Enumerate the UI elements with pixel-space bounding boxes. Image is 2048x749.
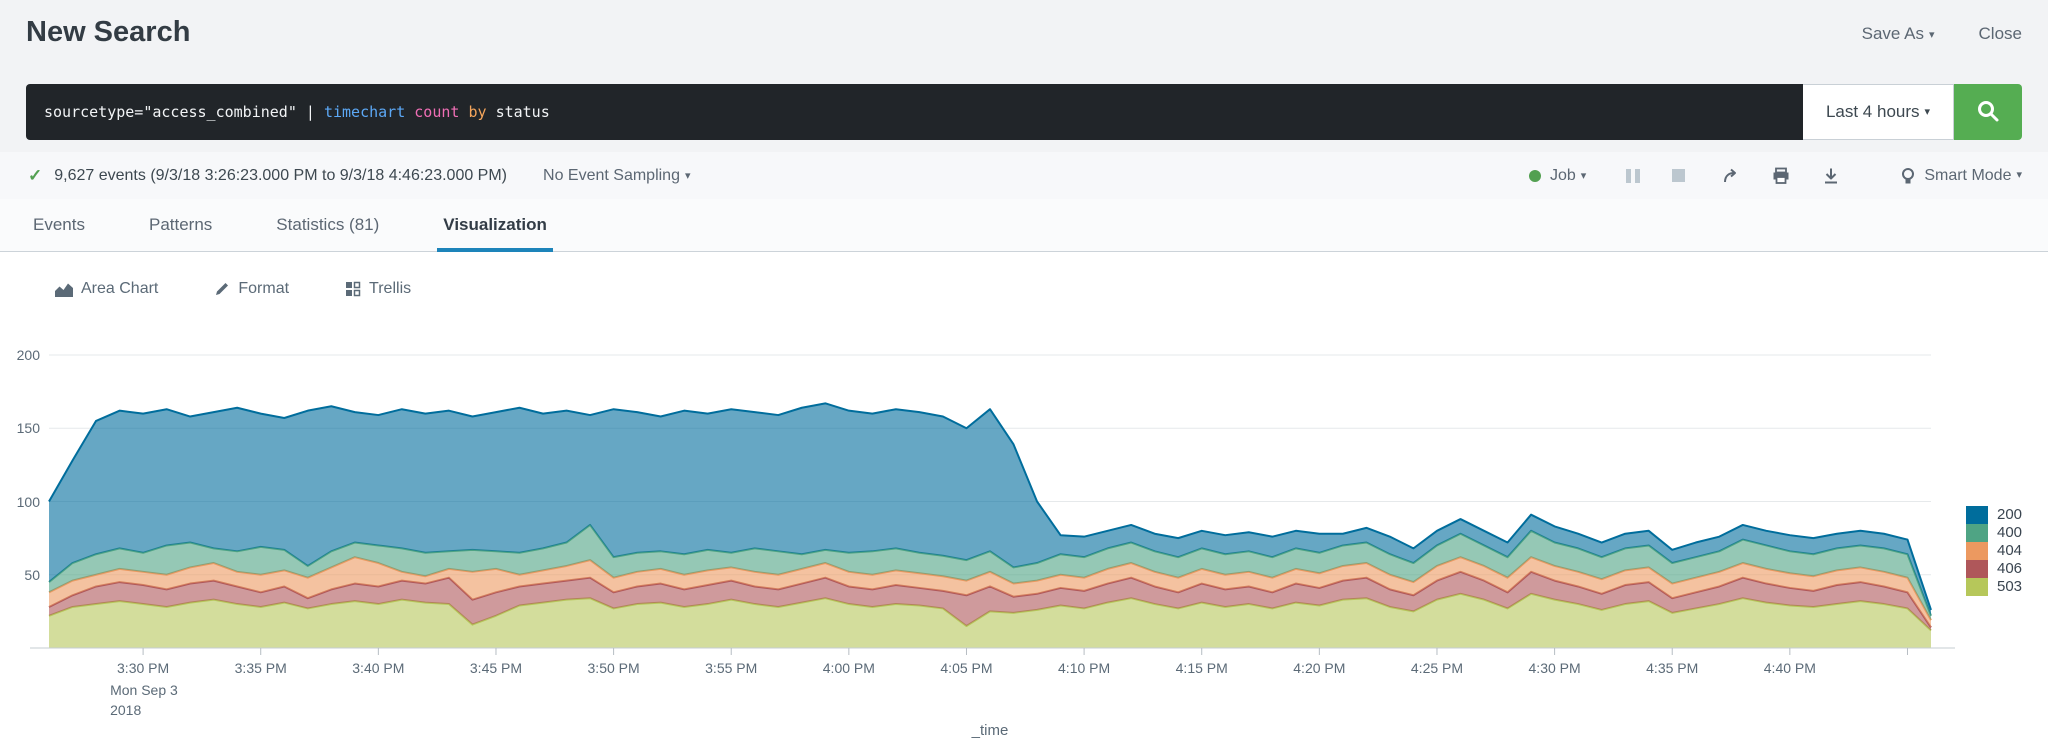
legend-swatch [1966, 560, 1988, 578]
caret-down-icon: ▾ [1929, 29, 1935, 41]
download-icon [1825, 168, 1838, 183]
x-axis-tick-label: 4:15 PM [1175, 660, 1228, 676]
trellis-grid-icon [346, 281, 361, 297]
caret-down-icon: ▾ [1580, 169, 1587, 182]
search-query-input[interactable]: sourcetype="access_combined" | timechart… [26, 84, 1803, 140]
legend-label[interactable]: 200 [1997, 506, 2023, 523]
legend-swatch [1966, 578, 1988, 596]
legend-swatch [1966, 506, 1988, 524]
query-command: timechart [323, 103, 415, 121]
legend-swatch [1966, 524, 1988, 542]
x-axis-date-label: 2018 [110, 702, 142, 718]
x-axis-tick-label: 4:05 PM [940, 660, 993, 676]
save-as-button[interactable]: Save As ▾ [1861, 24, 1935, 43]
job-status-icon [1529, 169, 1541, 182]
x-axis-title: _time [971, 722, 1009, 739]
x-axis-tick-label: 4:10 PM [1058, 660, 1111, 676]
caret-down-icon: ▾ [1924, 105, 1931, 118]
x-axis-tick-label: 3:45 PM [469, 660, 523, 676]
event-sampling-dropdown[interactable]: No Event Sampling ▾ [543, 166, 691, 184]
x-axis-tick-label: 4:40 PM [1763, 660, 1816, 676]
query-text: sourcetype="access_combined" | [44, 103, 324, 121]
x-axis-tick-label: 3:55 PM [705, 660, 758, 676]
x-axis-tick-label: 3:40 PM [352, 660, 405, 676]
tab-events[interactable]: Events [33, 215, 85, 234]
x-axis-tick-label: 3:30 PM [117, 660, 170, 676]
legend-label[interactable]: 404 [1997, 542, 2023, 559]
viz-controls: Area Chart Format Trellis [55, 268, 411, 310]
chart-type-button[interactable]: Area Chart [55, 280, 158, 298]
success-check-icon: ✓ [28, 165, 43, 185]
caret-down-icon: ▾ [2016, 169, 2022, 181]
header-actions: Save As ▾ Close [1862, 24, 2022, 44]
caret-down-icon: ▾ [684, 169, 691, 182]
x-axis-tick-label: 4:35 PM [1646, 660, 1699, 676]
search-bar: sourcetype="access_combined" | timechart… [26, 84, 2022, 140]
query-function: count [414, 103, 469, 121]
query-argument: status [495, 103, 550, 121]
pause-button[interactable] [1626, 168, 1641, 183]
magnifier-icon [1975, 98, 2001, 127]
tab-patterns[interactable]: Patterns [148, 215, 213, 234]
tab-visualization[interactable]: Visualization [437, 199, 553, 252]
x-axis-tick-label: 4:20 PM [1293, 660, 1346, 676]
print-button[interactable] [1771, 166, 1791, 186]
share-icon [1724, 168, 1737, 182]
y-axis-tick-label: 200 [16, 347, 40, 363]
x-axis-tick-label: 4:25 PM [1410, 660, 1464, 676]
legend-label[interactable]: 406 [1997, 560, 2023, 577]
pencil-icon [216, 283, 229, 295]
status-bar: ✓ 9,627 events (9/3/18 3:26:23.000 PM to… [0, 152, 2048, 200]
export-button[interactable] [1821, 166, 1841, 186]
search-button[interactable] [1954, 84, 2022, 140]
time-range-picker[interactable]: Last 4 hours ▾ [1803, 84, 1954, 140]
format-button[interactable]: Format [214, 280, 289, 298]
x-axis-date-label: Mon Sep 3 [110, 682, 178, 698]
legend-label[interactable]: 503 [1997, 578, 2023, 595]
y-axis-tick-label: 50 [24, 566, 40, 583]
x-axis-tick-label: 4:00 PM [822, 660, 875, 676]
page-title: New Search [26, 16, 191, 48]
trellis-button[interactable]: Trellis [345, 280, 411, 298]
x-axis-tick-label: 4:30 PM [1528, 660, 1581, 676]
stop-button[interactable] [1672, 169, 1686, 182]
results-tabs: Events Patterns Statistics (81) Visualiz… [0, 199, 2048, 252]
query-keyword: by [468, 103, 496, 121]
legend-swatch [1966, 542, 1988, 560]
close-button[interactable]: Close [1978, 24, 2022, 43]
x-axis-tick-label: 3:50 PM [587, 660, 640, 676]
header: New Search Save As ▾ Close sourcetype="ac… [0, 0, 2048, 152]
lightbulb-icon [1902, 167, 1915, 183]
chart-legend[interactable]: 200 400 404 406 503 [1966, 506, 2022, 596]
job-menu[interactable]: Job ▾ [1550, 166, 1587, 184]
y-axis-tick-label: 150 [16, 420, 40, 437]
printer-icon [1773, 167, 1789, 184]
x-axis-tick-label: 3:35 PM [234, 660, 287, 676]
share-button[interactable] [1721, 166, 1741, 186]
area-chart-icon [55, 283, 73, 297]
tab-statistics[interactable]: Statistics (81) [276, 215, 380, 234]
y-axis-tick-label: 100 [16, 493, 40, 510]
search-mode-dropdown[interactable]: Smart Mode ▾ [1899, 166, 2022, 186]
legend-label[interactable]: 400 [1997, 524, 2023, 541]
events-summary: 9,627 events (9/3/18 3:26:23.000 PM to 9… [54, 166, 508, 184]
